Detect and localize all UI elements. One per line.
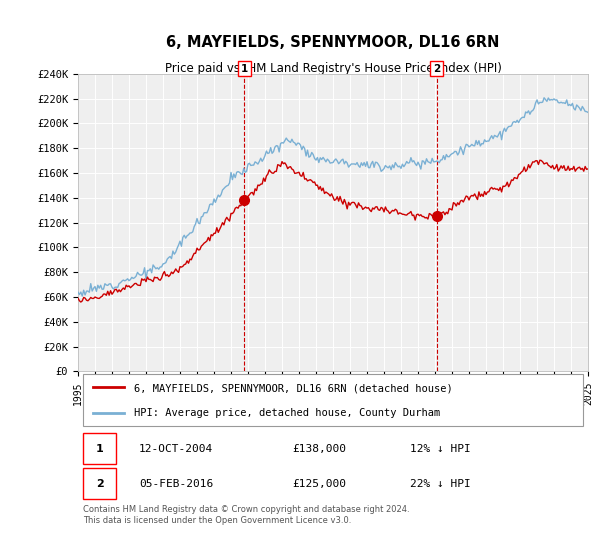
Text: Contains HM Land Registry data © Crown copyright and database right 2024.
This d: Contains HM Land Registry data © Crown c… <box>83 505 410 525</box>
Text: HPI: Average price, detached house, County Durham: HPI: Average price, detached house, Coun… <box>134 408 440 418</box>
Text: 6, MAYFIELDS, SPENNYMOOR, DL16 6RN (detached house): 6, MAYFIELDS, SPENNYMOOR, DL16 6RN (deta… <box>134 384 453 394</box>
Text: 1: 1 <box>96 444 104 454</box>
Text: 05-FEB-2016: 05-FEB-2016 <box>139 479 214 489</box>
Text: £125,000: £125,000 <box>292 479 346 489</box>
Text: £138,000: £138,000 <box>292 444 346 454</box>
Text: Price paid vs. HM Land Registry's House Price Index (HPI): Price paid vs. HM Land Registry's House … <box>164 62 502 76</box>
Text: 1: 1 <box>241 64 248 74</box>
FancyBboxPatch shape <box>83 374 583 426</box>
FancyBboxPatch shape <box>83 433 116 464</box>
Text: 12% ↓ HPI: 12% ↓ HPI <box>409 444 470 454</box>
Text: 6, MAYFIELDS, SPENNYMOOR, DL16 6RN: 6, MAYFIELDS, SPENNYMOOR, DL16 6RN <box>166 35 500 50</box>
Text: 2: 2 <box>433 64 440 74</box>
Text: 12-OCT-2004: 12-OCT-2004 <box>139 444 214 454</box>
Text: 22% ↓ HPI: 22% ↓ HPI <box>409 479 470 489</box>
Text: 2: 2 <box>96 479 104 489</box>
FancyBboxPatch shape <box>83 468 116 500</box>
